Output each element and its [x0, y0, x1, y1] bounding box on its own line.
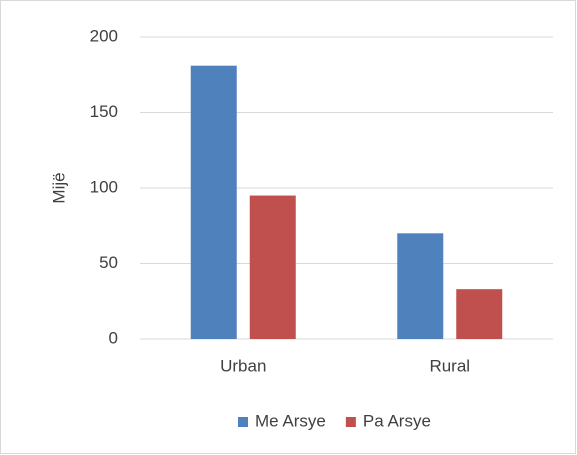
legend-swatch	[345, 417, 356, 427]
bar	[249, 195, 296, 339]
y-axis-title: Mijë	[49, 172, 68, 203]
bar	[397, 233, 444, 339]
legend-label: Me Arsye	[255, 411, 326, 430]
bar	[190, 65, 237, 339]
y-tick-label: 0	[109, 328, 118, 347]
legend-swatch	[238, 417, 248, 427]
bar	[456, 289, 503, 339]
y-tick-label: 150	[90, 102, 118, 121]
x-tick-label: Rural	[429, 356, 470, 375]
y-tick-label: 100	[90, 177, 118, 196]
legend-label: Pa Arsye	[363, 411, 431, 430]
y-tick-label: 50	[99, 253, 118, 272]
x-tick-label: Urban	[220, 356, 266, 375]
y-tick-label: 200	[90, 26, 118, 45]
